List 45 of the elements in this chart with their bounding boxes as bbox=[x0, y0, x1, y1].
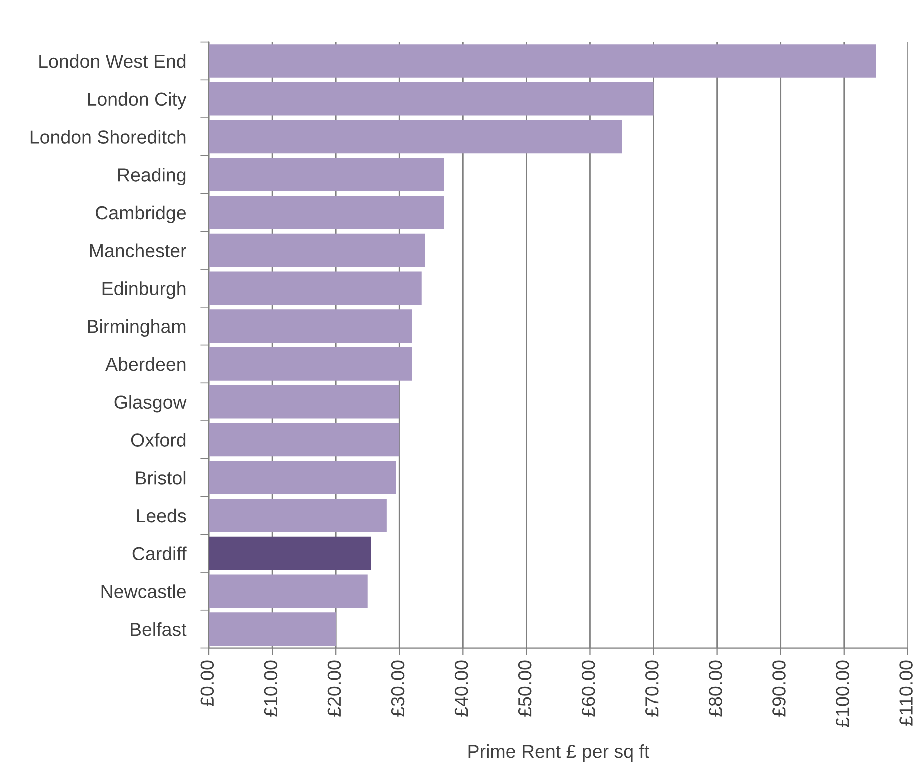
y-tick-label: Reading bbox=[118, 168, 186, 186]
y-tick-label: Edinburgh bbox=[102, 282, 186, 300]
y-tick-label: Bristol bbox=[136, 471, 186, 485]
x-axis-title: Prime Rent £ per sq ft bbox=[468, 744, 650, 762]
bar bbox=[209, 120, 622, 154]
bar bbox=[209, 82, 654, 116]
bar bbox=[209, 310, 412, 344]
x-tick-label: £100.00 bbox=[836, 660, 850, 728]
x-tick-label: £20.00 bbox=[328, 660, 342, 717]
x-tick-label: £80.00 bbox=[709, 660, 722, 717]
x-tick-label: £70.00 bbox=[646, 660, 659, 717]
x-tick-label: £90.00 bbox=[772, 660, 786, 717]
y-tick-label: Aberdeen bbox=[106, 357, 186, 372]
y-tick-label: Oxford bbox=[131, 433, 186, 447]
y-tick-label: Cambridge bbox=[96, 206, 186, 224]
bar bbox=[209, 272, 422, 306]
bar bbox=[209, 536, 372, 570]
x-tick-label: £40.00 bbox=[454, 660, 468, 717]
bar bbox=[209, 461, 396, 494]
x-tick-label: £110.00 bbox=[900, 660, 913, 726]
x-tick-label: £30.00 bbox=[391, 660, 405, 717]
bar bbox=[209, 385, 400, 419]
x-tick-label: £0.00 bbox=[200, 660, 214, 706]
bar bbox=[209, 612, 336, 646]
bar bbox=[209, 158, 444, 192]
bar bbox=[209, 44, 876, 78]
bar bbox=[209, 234, 426, 268]
y-tick-label: Leeds bbox=[137, 508, 186, 523]
y-tick-label: Belfast bbox=[131, 622, 187, 636]
y-tick-label: London West End bbox=[40, 54, 186, 68]
bar bbox=[209, 423, 400, 457]
bar bbox=[209, 348, 412, 381]
bar bbox=[209, 196, 444, 230]
y-tick-label: Cardiff bbox=[132, 546, 187, 561]
y-tick-label: London City bbox=[88, 92, 187, 110]
x-tick-label: £50.00 bbox=[518, 660, 532, 717]
y-tick-label: Birmingham bbox=[88, 320, 186, 338]
y-tick-label: Newcastle bbox=[102, 584, 186, 598]
x-tick-label: £10.00 bbox=[264, 660, 278, 717]
y-tick-label: London Shoreditch bbox=[30, 130, 186, 144]
bar bbox=[209, 499, 387, 532]
x-tick-label: £60.00 bbox=[582, 660, 596, 717]
y-tick-label: Glasgow bbox=[114, 395, 187, 413]
y-tick-label: Manchester bbox=[90, 244, 186, 258]
bar bbox=[209, 574, 368, 608]
